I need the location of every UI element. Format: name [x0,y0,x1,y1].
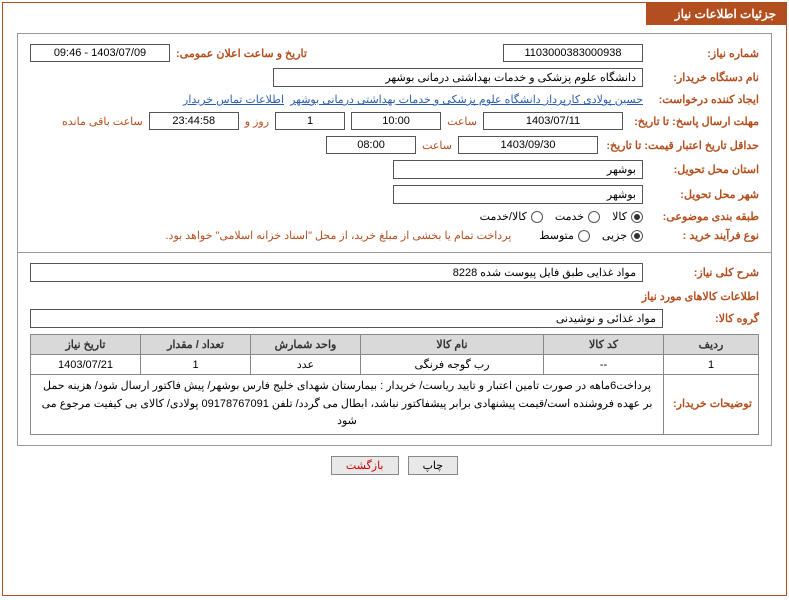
th-code: کد کالا [544,335,664,355]
field-response-time: 10:00 [351,112,441,130]
th-row: ردیف [664,335,759,355]
cell-row: 1 [664,355,759,375]
field-validity-date: 1403/09/30 [458,136,598,154]
radio-process-minor[interactable]: جزیی [602,229,643,242]
cell-buyer-notes: پرداخت6ماهه در صورت تامین اعتبار و تایید… [31,375,664,435]
radio-dot-icon [588,211,600,223]
text-requester: حسین پولادی کارپرداز دانشگاه علوم پزشکی … [290,93,643,106]
label-process: نوع فرآیند خرید : [649,229,759,242]
cell-name: رب گوجه فرنگی [361,355,544,375]
label-price-validity: حداقل تاریخ اعتبار قیمت: تا تاریخ: [604,139,759,152]
label-buyer-notes: توضیحات خریدار: [664,375,759,435]
cell-qty: 1 [141,355,251,375]
details-panel: شماره نیاز: 1103000383000938 تاریخ و ساع… [17,33,772,446]
field-validity-time: 08:00 [326,136,416,154]
th-unit: واحد شمارش [251,335,361,355]
label-requester: ایجاد کننده درخواست: [649,93,759,106]
label-subject-class: طبقه بندی موضوعی: [649,210,759,223]
section-items-info: اطلاعات کالاهای مورد نیاز [30,290,759,303]
items-table: ردیف کد کالا نام کالا واحد شمارش تعداد /… [30,334,759,435]
field-remain-time: 23:44:58 [149,112,239,130]
field-announce-dt: 1403/07/09 - 09:46 [30,44,170,62]
radio-dot-icon [578,230,590,242]
cell-date: 1403/07/21 [31,355,141,375]
field-province: بوشهر [393,160,643,179]
th-date: تاریخ نیاز [31,335,141,355]
label-time-1: ساعت [447,115,477,128]
radio-label: کالا/خدمت [480,210,527,223]
radio-class-khedmat[interactable]: خدمت [555,210,600,223]
radio-label: کالا [612,210,627,223]
field-response-date: 1403/07/11 [483,112,623,130]
radio-label: متوسط [539,229,574,242]
field-city: بوشهر [393,185,643,204]
cell-code: -- [544,355,664,375]
print-button[interactable]: چاپ [408,456,459,475]
table-row: 1 -- رب گوجه فرنگی عدد 1 1403/07/21 [31,355,759,375]
label-province: استان محل تحویل: [649,163,759,176]
radio-class-kala[interactable]: کالا [612,210,643,223]
label-announce-dt: تاریخ و ساعت اعلان عمومی: [176,47,307,60]
radio-group-process: جزیی متوسط [539,229,643,242]
page-title: جزئیات اطلاعات نیاز [646,3,786,25]
cell-unit: عدد [251,355,361,375]
payment-note: پرداخت تمام یا بخشی از مبلغ خرید، از محل… [166,229,512,242]
label-overall-desc: شرح کلی نیاز: [649,266,759,279]
radio-dot-icon [631,211,643,223]
th-name: نام کالا [361,335,544,355]
radio-dot-icon [531,211,543,223]
field-remain-days: 1 [275,112,345,130]
link-contact-buyer[interactable]: اطلاعات تماس خریدار [183,93,284,106]
radio-process-medium[interactable]: متوسط [539,229,590,242]
field-buyer-org: دانشگاه علوم پزشکی و خدمات بهداشتی درمان… [273,68,643,87]
radio-group-class: کالا خدمت کالا/خدمت [480,210,643,223]
table-header-row: ردیف کد کالا نام کالا واحد شمارش تعداد /… [31,335,759,355]
radio-label: خدمت [555,210,584,223]
back-button[interactable]: بازگشت [331,456,399,475]
label-time-2: ساعت [422,139,452,152]
radio-class-both[interactable]: کالا/خدمت [480,210,543,223]
label-remain: ساعت باقی مانده [62,115,143,128]
field-overall-desc: مواد غذایی طبق فایل پیوست شده 8228 [30,263,643,282]
label-response-deadline: مهلت ارسال پاسخ: تا تاریخ: [629,115,759,128]
th-qty: تعداد / مقدار [141,335,251,355]
field-need-no: 1103000383000938 [503,44,643,62]
table-desc-row: توضیحات خریدار: پرداخت6ماهه در صورت تامی… [31,375,759,435]
field-item-group: مواد غذائی و نوشیدنی [30,309,663,328]
label-need-no: شماره نیاز: [649,47,759,60]
label-city: شهر محل تحویل: [649,188,759,201]
radio-dot-icon [631,230,643,242]
label-days-and: روز و [245,115,269,128]
radio-label: جزیی [602,229,627,242]
label-buyer-org: نام دستگاه خریدار: [649,71,759,84]
divider [18,252,771,253]
label-item-group: گروه کالا: [669,312,759,325]
